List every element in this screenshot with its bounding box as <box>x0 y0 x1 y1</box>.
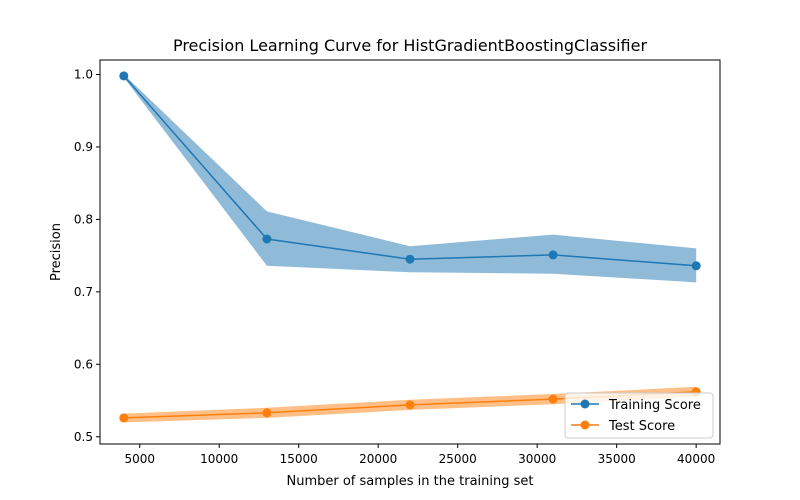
x-tick-label: 10000 <box>200 452 238 466</box>
x-axis-label: Number of samples in the training set <box>287 474 534 489</box>
training-score-point <box>405 254 415 264</box>
plot-frame <box>99 59 721 445</box>
legend-box <box>564 392 714 439</box>
y-tick-label: 0.5 <box>74 430 93 444</box>
chart-title: Precision Learning Curve for HistGradien… <box>173 36 647 55</box>
test-score-point <box>119 413 129 423</box>
y-tick-label: 0.7 <box>74 285 93 299</box>
training-score-band <box>123 74 697 283</box>
x-tick-label: 20000 <box>359 452 397 466</box>
x-tick-label: 25000 <box>439 452 477 466</box>
legend-marker-training <box>580 399 590 409</box>
x-tick-label: 35000 <box>598 452 636 466</box>
x-tick-label: 40000 <box>677 452 715 466</box>
test-score-point <box>262 408 272 418</box>
training-score-point <box>548 250 558 260</box>
training-score-point <box>119 71 129 81</box>
x-tick-label: 15000 <box>280 452 318 466</box>
legend-marker-test <box>580 420 590 430</box>
y-tick-label: 0.9 <box>74 140 93 154</box>
legend-label-training: Training Score <box>608 398 701 413</box>
y-tick-label: 0.6 <box>74 357 93 371</box>
test-score-point <box>548 394 558 404</box>
y-axis-ticks: 0.5 0.6 0.7 0.8 0.9 1.0 <box>74 67 100 444</box>
legend: Training Score Test Score <box>564 392 714 439</box>
y-tick-label: 1.0 <box>74 67 93 81</box>
training-score-point <box>691 261 701 271</box>
x-tick-label: 5000 <box>124 452 155 466</box>
training-score-point <box>262 234 272 244</box>
x-tick-label: 30000 <box>518 452 556 466</box>
y-tick-label: 0.8 <box>74 212 93 226</box>
y-axis-label: Precision <box>49 223 64 281</box>
test-score-point <box>405 400 415 410</box>
x-axis-ticks: 5000 10000 15000 20000 25000 30000 35000 40000 <box>124 444 715 466</box>
legend-label-test: Test Score <box>608 419 675 434</box>
